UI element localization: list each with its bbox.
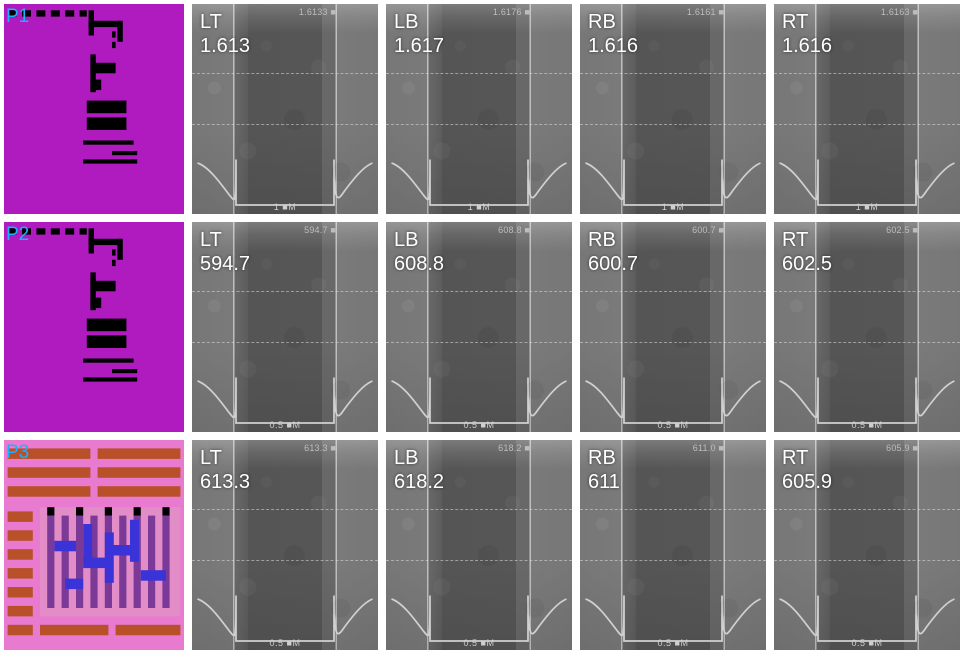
layout-svg-p3 [4, 440, 184, 650]
sem-tile: RB 1.616 1.6161 ■ 1 ■M [580, 4, 766, 214]
sem-tile: RB 600.7 600.7 ■ 0.5 ■M [580, 222, 766, 432]
sem-pos: LT [200, 447, 222, 469]
sem-label: RB 1.616 [588, 10, 638, 58]
scale-text: 1 ■M [856, 202, 878, 212]
sem-value: 602.5 [782, 252, 832, 276]
sem-label: RB 600.7 [588, 228, 638, 276]
sem-pos: LT [200, 11, 222, 33]
row-p3: P3 [4, 440, 962, 650]
sem-pos: RB [588, 229, 616, 251]
sem-pos: RT [782, 447, 808, 469]
scale-text: 0.5 ■M [464, 420, 495, 430]
scale-text: 1 ■M [662, 202, 684, 212]
sem-value: 1.616 [588, 34, 638, 58]
scale-text: 0.5 ■M [270, 420, 301, 430]
sem-tile: LT 613.3 613.3 ■ 0.5 ■M [192, 440, 378, 650]
sem-label: LT 594.7 [200, 228, 250, 276]
figure-grid: P1 [0, 0, 966, 654]
row-p2: P2 [4, 222, 962, 432]
sem-value: 613.3 [200, 470, 250, 494]
sem-value: 1.616 [782, 34, 832, 58]
sem-label: RT 1.616 [782, 10, 832, 58]
sem-readout: 1.6176 ■ [493, 7, 530, 17]
sem-pos: LB [394, 229, 418, 251]
sem-tile: LB 1.617 1.6176 ■ 1 ■M [386, 4, 572, 214]
sem-tile: LB 608.8 608.8 ■ 0.5 ■M [386, 222, 572, 432]
sem-readout: 1.6133 ■ [299, 7, 336, 17]
sem-readout: 594.7 ■ [304, 225, 336, 235]
sem-pos: RB [588, 11, 616, 33]
sem-pos: LB [394, 447, 418, 469]
sem-value: 594.7 [200, 252, 250, 276]
sem-readout: 611.0 ■ [693, 443, 724, 453]
sem-pos: RB [588, 447, 616, 469]
sem-tile: RT 602.5 602.5 ■ 0.5 ■M [774, 222, 960, 432]
sem-pos: LT [200, 229, 222, 251]
row-p1: P1 [4, 4, 962, 214]
sem-value: 600.7 [588, 252, 638, 276]
sem-tile: RB 611 611.0 ■ 0.5 ■M [580, 440, 766, 650]
sem-pos: RT [782, 11, 808, 33]
sem-value: 1.617 [394, 34, 444, 58]
layout-tile-p2: P2 [4, 222, 184, 432]
sem-readout: 1.6163 ■ [881, 7, 918, 17]
sem-tile: LB 618.2 618.2 ■ 0.5 ■M [386, 440, 572, 650]
layout-label: P3 [6, 442, 29, 464]
scale-text: 0.5 ■M [658, 420, 689, 430]
sem-tile: RT 605.9 605.9 ■ 0.5 ■M [774, 440, 960, 650]
sem-readout: 602.5 ■ [886, 225, 918, 235]
sem-label: LB 1.617 [394, 10, 444, 58]
scale-text: 0.5 ■M [852, 638, 883, 648]
sem-label: RT 602.5 [782, 228, 832, 276]
sem-readout: 605.9 ■ [886, 443, 918, 453]
sem-label: LT 613.3 [200, 446, 250, 494]
layout-label: P2 [6, 224, 29, 246]
sem-tile: LT 1.613 1.6133 ■ 1 ■M [192, 4, 378, 214]
sem-tile: RT 1.616 1.6163 ■ 1 ■M [774, 4, 960, 214]
sem-pos: RT [782, 229, 808, 251]
sem-readout: 618.2 ■ [498, 443, 530, 453]
layout-svg-p1 [4, 4, 184, 214]
sem-value: 605.9 [782, 470, 832, 494]
scale-text: 0.5 ■M [464, 638, 495, 648]
sem-label: RB 611 [588, 446, 620, 494]
sem-label: LB 618.2 [394, 446, 444, 494]
sem-readout: 1.6161 ■ [687, 7, 724, 17]
sem-value: 611 [588, 470, 620, 494]
sem-readout: 608.8 ■ [498, 225, 530, 235]
sem-value: 618.2 [394, 470, 444, 494]
scale-text: 0.5 ■M [658, 638, 689, 648]
sem-label: LT 1.613 [200, 10, 250, 58]
scale-text: 1 ■M [274, 202, 296, 212]
layout-svg-p2 [4, 222, 184, 432]
sem-value: 1.613 [200, 34, 250, 58]
scale-text: 0.5 ■M [270, 638, 301, 648]
sem-readout: 613.3 ■ [304, 443, 336, 453]
sem-label: LB 608.8 [394, 228, 444, 276]
layout-tile-p1: P1 [4, 4, 184, 214]
sem-readout: 600.7 ■ [692, 225, 724, 235]
layout-label: P1 [6, 6, 29, 28]
scale-text: 1 ■M [468, 202, 490, 212]
sem-pos: LB [394, 11, 418, 33]
layout-tile-p3: P3 [4, 440, 184, 650]
scale-text: 0.5 ■M [852, 420, 883, 430]
sem-label: RT 605.9 [782, 446, 832, 494]
sem-value: 608.8 [394, 252, 444, 276]
sem-tile: LT 594.7 594.7 ■ 0.5 ■M [192, 222, 378, 432]
